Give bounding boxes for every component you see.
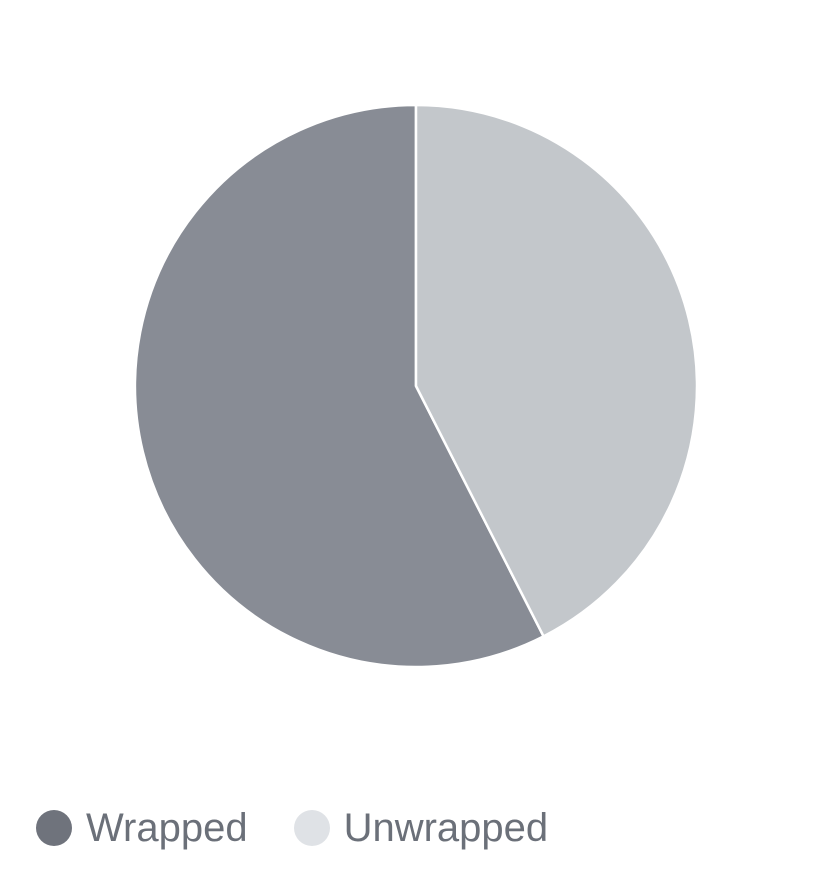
chart-legend: Wrapped Unwrapped (36, 800, 594, 856)
pie-slice-unwrapped[interactable] (414, 103, 699, 638)
pie-slice-wrapped[interactable] (133, 103, 545, 669)
legend-label-unwrapped: Unwrapped (343, 806, 549, 850)
legend-swatch-unwrapped (293, 810, 330, 846)
legend-label-wrapped: Wrapped (86, 806, 248, 850)
legend-item-unwrapped[interactable]: Unwrapped (293, 806, 549, 850)
legend-swatch-wrapped (36, 810, 72, 846)
legend-item-wrapped[interactable]: Wrapped (36, 808, 248, 848)
